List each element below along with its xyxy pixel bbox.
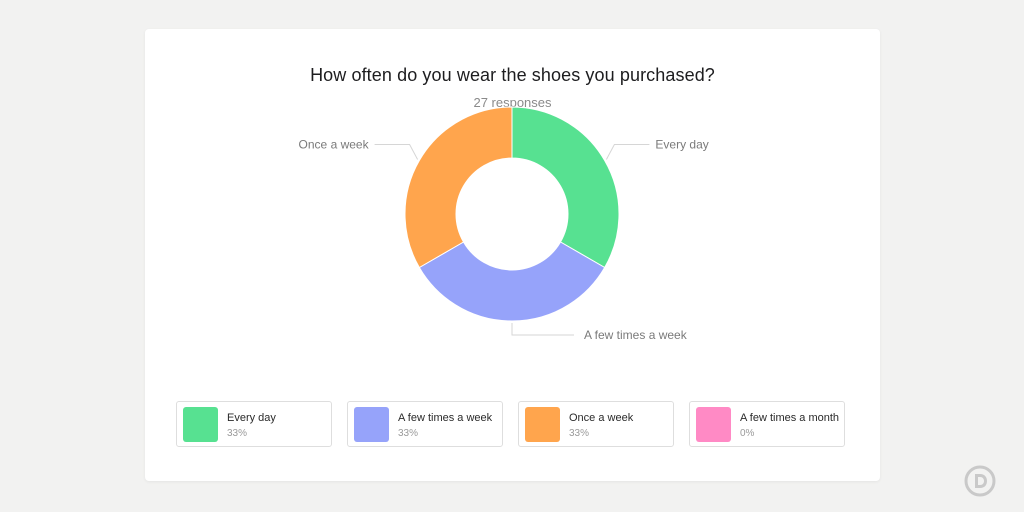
legend-value: 0% bbox=[740, 428, 755, 439]
slice-label: Every day bbox=[655, 138, 708, 152]
legend-label: A few times a month bbox=[740, 412, 840, 424]
legend-value: 33% bbox=[569, 428, 590, 439]
legend-label: A few times a week bbox=[398, 412, 493, 424]
donut-slice-a-few-times-a-week[interactable] bbox=[418, 241, 606, 322]
legend-value: 33% bbox=[227, 428, 248, 439]
legend-swatch bbox=[525, 407, 560, 442]
d-brand-logo-icon bbox=[964, 465, 996, 497]
donut-chart: Every day A few times a week Once a week bbox=[299, 106, 709, 342]
legend-item-every-day[interactable]: Every day 33% bbox=[176, 401, 332, 447]
chart-card: How often do you wear the shoes you purc… bbox=[145, 29, 880, 481]
legend-label: Once a week bbox=[569, 412, 634, 424]
legend-value: 33% bbox=[398, 428, 419, 439]
chart-title: How often do you wear the shoes you purc… bbox=[310, 65, 715, 85]
donut-slice-every-day[interactable] bbox=[511, 106, 620, 269]
legend-swatch bbox=[183, 407, 218, 442]
slice-label: Once a week bbox=[299, 138, 370, 152]
legend-item-a-few-times-a-month[interactable]: A few times a month 0% bbox=[689, 401, 845, 447]
response-count: 27 responses bbox=[473, 95, 552, 110]
legend-item-once-a-week[interactable]: Once a week 33% bbox=[518, 401, 674, 447]
slice-leader-line bbox=[511, 323, 574, 336]
legend-item-a-few-times-a-week[interactable]: A few times a week 33% bbox=[347, 401, 503, 447]
slice-label: A few times a week bbox=[584, 328, 688, 342]
slice-leader-line bbox=[374, 144, 419, 160]
legend-swatch bbox=[696, 407, 731, 442]
legend-swatch bbox=[354, 407, 389, 442]
legend-label: Every day bbox=[227, 412, 276, 424]
donut-slice-once-a-week[interactable] bbox=[404, 106, 513, 269]
slice-leader-line bbox=[605, 144, 650, 160]
